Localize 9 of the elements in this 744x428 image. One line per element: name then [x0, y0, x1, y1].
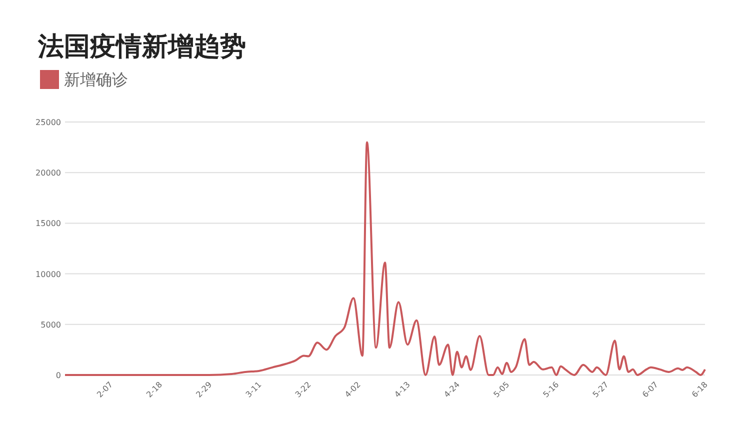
legend-label: 新增确诊 [64, 70, 128, 89]
y-tick-label: 5000 [40, 320, 61, 330]
line-series [64, 141, 706, 376]
chart-title: 法国疫情新增趋势 [37, 32, 246, 62]
y-tick-label: 20000 [36, 168, 61, 178]
y-tick-label: 0 [56, 371, 61, 380]
y-tick-label: 25000 [36, 118, 61, 127]
y-tick-label: 15000 [36, 219, 61, 228]
y-tick-label: 10000 [36, 270, 61, 279]
